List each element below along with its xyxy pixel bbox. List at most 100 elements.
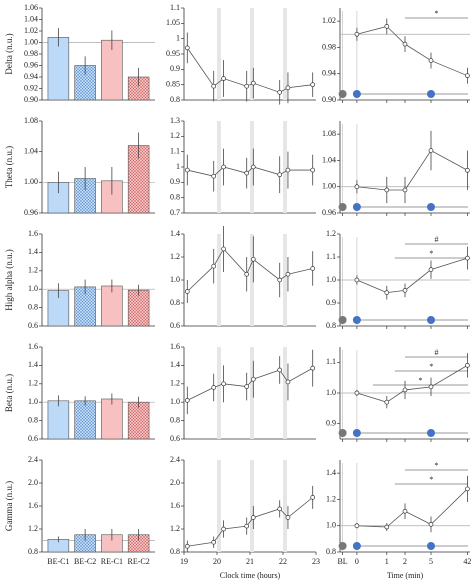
y-tick-label: 1.6 [28, 229, 38, 238]
y-tick-label: 1.6 [28, 501, 38, 510]
y-tick-label: 1.4 [170, 360, 180, 369]
y-tick-label: 0.8 [170, 415, 180, 424]
y-tick-label: 1.0 [170, 397, 180, 406]
data-point [384, 24, 390, 29]
data-point [384, 399, 390, 405]
baseline-marker [338, 90, 347, 98]
data-point [285, 515, 291, 520]
session-band [217, 347, 221, 439]
y-tick-label: 0.9 [170, 64, 180, 73]
x-tick-label: 42 [463, 557, 471, 566]
data-point [211, 173, 217, 179]
y-tick-label: 0.96 [322, 208, 336, 217]
data-line [356, 257, 468, 294]
data-point [465, 73, 470, 79]
y-tick-label: 1.0 [170, 275, 180, 284]
y-tick-label: 0.9 [326, 298, 336, 307]
y-tick-label: 1.2 [28, 379, 38, 388]
y-tick-label: 1.1 [170, 146, 180, 155]
y-tick-label: 0.7 [170, 208, 180, 217]
data-point [277, 89, 283, 95]
y-axis-label: Beta (n.u.) [4, 374, 14, 412]
data-point [310, 167, 316, 173]
y-tick-label: 1.2 [28, 266, 38, 275]
y-tick-label: 1.2 [326, 494, 336, 503]
x-tick-label: 19 [180, 557, 188, 566]
y-tick-label: 0.94 [322, 69, 336, 78]
y-tick-label: 0.8 [170, 95, 180, 104]
x-tick-label: 23 [312, 557, 320, 566]
data-point [211, 263, 217, 269]
data-point [354, 184, 360, 190]
y-tick-label: 1.4 [170, 229, 180, 238]
y-tick-label: 0.92 [24, 83, 38, 92]
x-tick-label: RE-C1 [101, 557, 123, 566]
y-tick-label: 1.3 [170, 116, 180, 125]
data-point [277, 172, 283, 178]
data-point [285, 271, 291, 277]
y-tick-label: 1.6 [170, 342, 180, 351]
data-point [221, 246, 226, 252]
y-axis-label: Delta (n.u.) [4, 33, 14, 74]
y-axis-label: High alpha (n.u.) [4, 249, 14, 310]
baseline-marker [338, 429, 347, 437]
y-tick-label: 1.00 [24, 177, 38, 186]
session-band [250, 8, 254, 100]
session-band [217, 121, 221, 213]
data-point [465, 363, 470, 368]
data-point [244, 523, 250, 529]
y-tick-label: 0.95 [166, 49, 180, 58]
bar [47, 400, 70, 440]
y-tick-label: 0.90 [24, 95, 38, 104]
y-tick-label: 1.00 [322, 182, 336, 191]
y-axis-label: Gamma (n.u.) [4, 481, 14, 531]
data-point [285, 167, 291, 173]
y-tick-label: 1.0 [28, 397, 38, 406]
x-tick-label: 2 [403, 557, 407, 566]
y-tick-label: 1.0 [326, 521, 336, 530]
y-tick-label: 1.0 [326, 388, 336, 397]
data-point [211, 385, 217, 390]
session-band [250, 347, 254, 439]
data-point [354, 390, 360, 396]
y-tick-label: 1.1 [326, 357, 336, 366]
session-band [283, 234, 287, 326]
data-point [250, 164, 256, 170]
y-tick-label: 2.4 [28, 455, 38, 464]
y-tick-label: 0.8 [170, 547, 180, 556]
data-point [184, 45, 190, 51]
y-tick-label: 0.9 [326, 418, 336, 427]
y-tick-label: 1.2 [170, 524, 180, 533]
x-tick-label: 1 [385, 557, 389, 566]
y-tick-label: 1.08 [322, 129, 336, 138]
end-marker [427, 316, 435, 324]
data-point [428, 267, 434, 272]
y-tick-label: 1.2 [170, 131, 180, 140]
onset-marker [352, 203, 361, 211]
end-marker [427, 203, 435, 211]
x-tick-label: RE-C2 [128, 557, 150, 566]
data-point [465, 486, 470, 492]
data-point [354, 523, 360, 529]
onset-marker [352, 90, 361, 98]
data-point [244, 83, 250, 89]
y-tick-label: 1 [176, 162, 180, 171]
data-point [465, 255, 470, 261]
session-band [283, 347, 287, 439]
data-point [402, 288, 408, 293]
data-point [402, 187, 408, 193]
significance-label: * [418, 376, 422, 385]
data-point [211, 539, 217, 545]
y-tick-label: 0.6 [170, 434, 180, 443]
data-point [285, 85, 291, 91]
x-tick-label: BL [337, 557, 347, 566]
session-band [250, 460, 254, 552]
data-point [184, 289, 190, 294]
data-point [428, 148, 434, 153]
session-band [217, 234, 221, 326]
data-point [277, 367, 283, 373]
y-tick-label: 0.8 [28, 415, 38, 424]
y-tick-label: 1.1 [326, 252, 336, 261]
significance-label: * [435, 9, 439, 18]
